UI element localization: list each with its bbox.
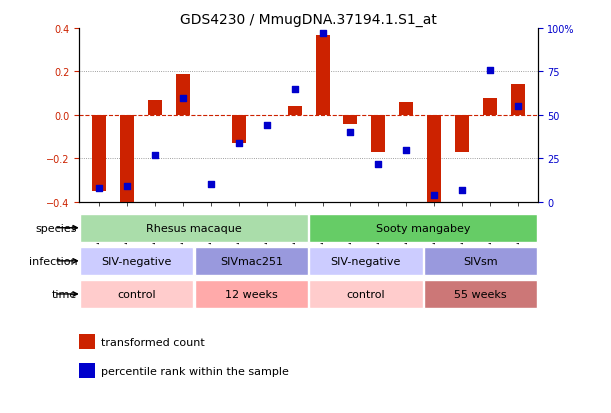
Bar	[309, 214, 537, 242]
Bar	[511, 85, 525, 116]
Bar	[483, 98, 497, 116]
Point	[458, 187, 467, 194]
Point	[262, 123, 271, 129]
Point	[401, 147, 411, 154]
Point	[150, 152, 159, 159]
Text: Rhesus macaque: Rhesus macaque	[146, 223, 242, 233]
Bar	[315, 36, 329, 116]
Bar	[427, 116, 441, 202]
Point	[485, 67, 495, 74]
Point	[513, 104, 523, 110]
Bar	[194, 247, 308, 275]
Text: species: species	[35, 223, 77, 233]
Text: 12 weeks: 12 weeks	[225, 289, 277, 299]
Text: percentile rank within the sample: percentile rank within the sample	[101, 366, 288, 376]
Bar	[148, 100, 162, 116]
Point	[318, 31, 327, 38]
Text: 55 weeks: 55 weeks	[454, 289, 507, 299]
Point	[373, 161, 383, 168]
Bar	[309, 280, 423, 308]
Bar	[194, 280, 308, 308]
Point	[206, 182, 216, 188]
Bar	[232, 116, 246, 144]
Point	[178, 95, 188, 102]
Title: GDS4230 / MmugDNA.37194.1.S1_at: GDS4230 / MmugDNA.37194.1.S1_at	[180, 12, 437, 26]
Point	[346, 130, 356, 136]
Bar	[423, 247, 537, 275]
Text: SIV-negative: SIV-negative	[331, 256, 401, 266]
Bar	[80, 247, 194, 275]
Text: Sooty mangabey: Sooty mangabey	[376, 223, 470, 233]
Bar	[400, 102, 413, 116]
Text: SIVmac251: SIVmac251	[220, 256, 283, 266]
Bar	[455, 116, 469, 152]
Point	[122, 183, 132, 190]
Bar	[120, 116, 134, 202]
Bar	[343, 116, 357, 124]
Bar	[423, 280, 537, 308]
Text: SIV-negative: SIV-negative	[101, 256, 172, 266]
Point	[430, 192, 439, 199]
Text: transformed count: transformed count	[101, 337, 205, 347]
Point	[234, 140, 244, 147]
Text: time: time	[52, 289, 77, 299]
Bar	[80, 280, 194, 308]
Text: infection: infection	[29, 256, 77, 266]
Point	[94, 185, 104, 192]
Point	[290, 86, 299, 93]
Text: SIVsm: SIVsm	[463, 256, 498, 266]
Bar	[309, 247, 423, 275]
Bar	[92, 116, 106, 192]
Text: control: control	[117, 289, 156, 299]
Bar	[288, 107, 302, 116]
Text: control: control	[346, 289, 385, 299]
Bar	[176, 74, 190, 116]
Bar	[371, 116, 386, 152]
Bar	[80, 214, 308, 242]
